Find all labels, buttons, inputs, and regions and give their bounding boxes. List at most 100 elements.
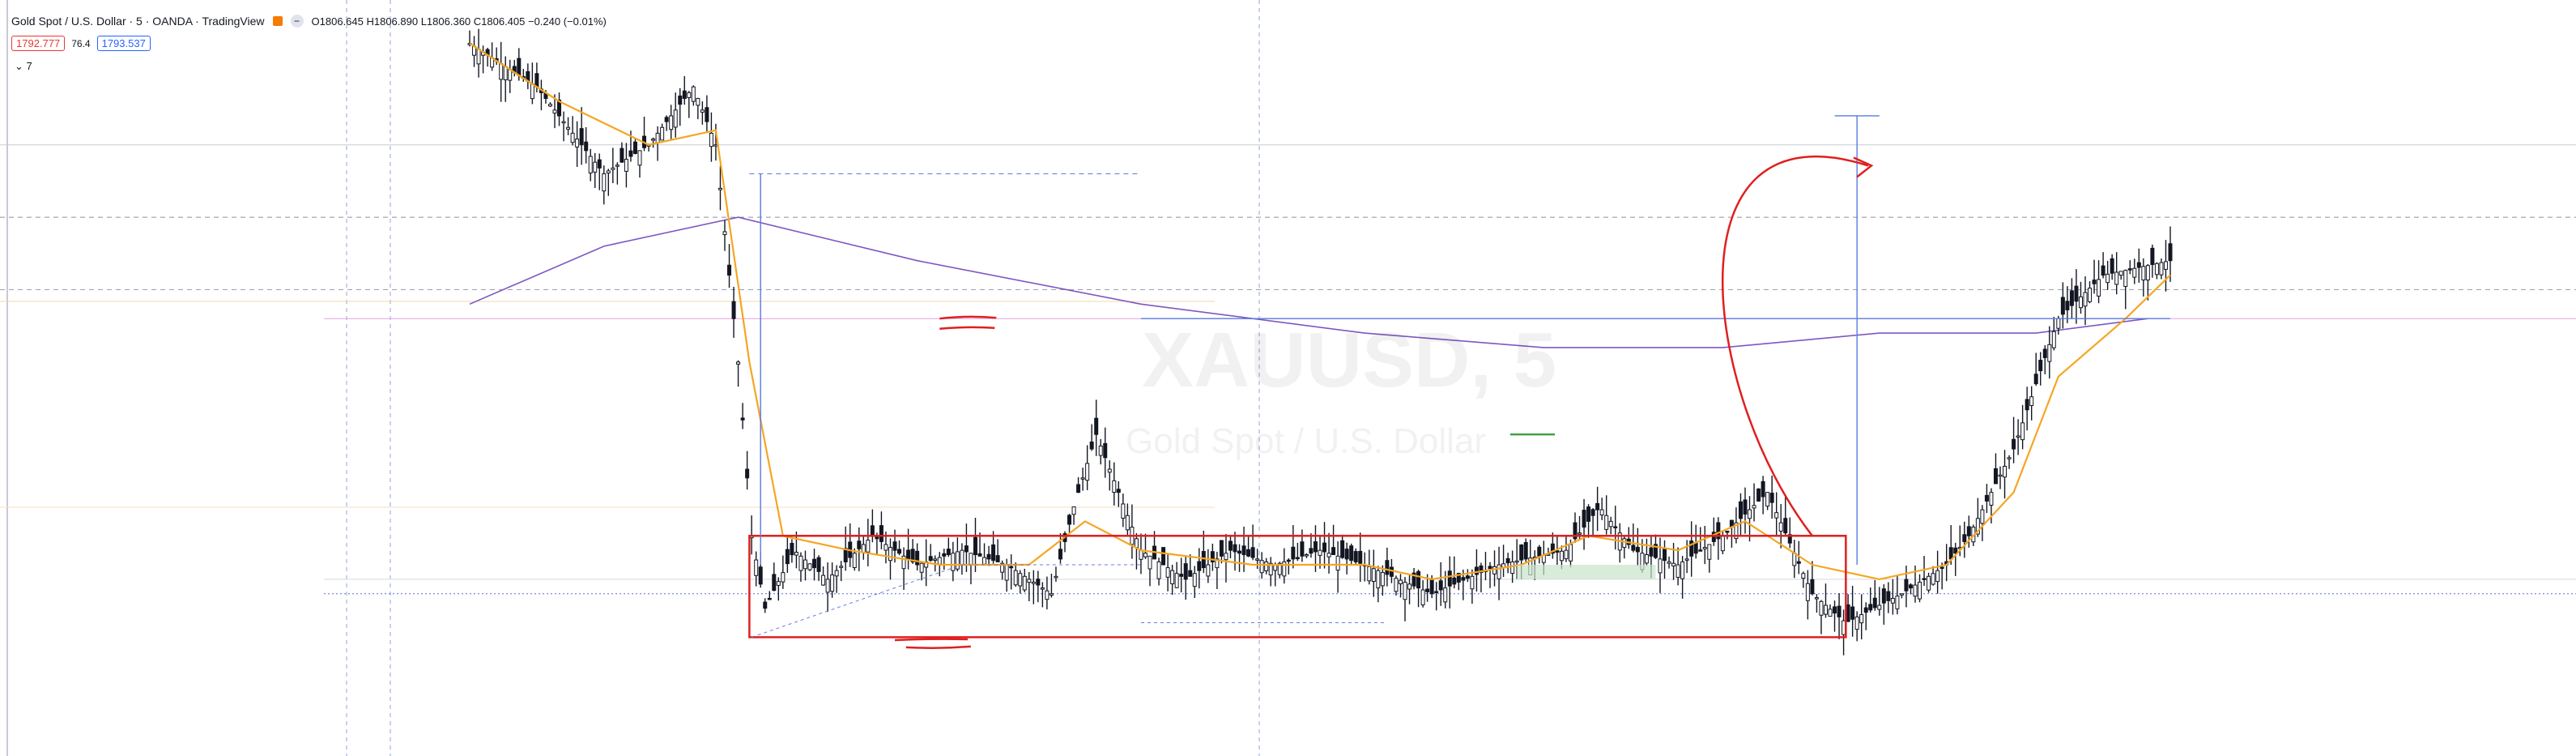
candle-body [946, 549, 951, 556]
candle-body [991, 544, 996, 562]
candle-body [1394, 578, 1399, 592]
candle-body [1174, 573, 1179, 588]
candle-body [969, 553, 973, 566]
candle-body [1653, 544, 1658, 558]
candle-body [566, 126, 571, 130]
candle-body [973, 536, 977, 556]
candle-body [1497, 564, 1501, 579]
candle-body [888, 547, 892, 562]
candle-body [830, 574, 835, 592]
candle-body [1461, 577, 1466, 581]
candle-body [1250, 547, 1255, 558]
candle-body [1313, 541, 1318, 553]
candle-body [2092, 280, 2097, 284]
candle-body [897, 549, 902, 554]
candle-body [2141, 266, 2146, 280]
candle-body [798, 555, 803, 571]
candle-body [1989, 492, 1994, 506]
candle-body [1819, 600, 1824, 616]
candle-body [1206, 564, 1211, 577]
candle-body [1890, 597, 1895, 604]
candle-body [1376, 570, 1381, 588]
candle-body [727, 264, 732, 276]
candle-body [1667, 561, 1671, 564]
candle-body [2056, 318, 2061, 329]
candle-body [1183, 563, 1188, 580]
candle-body [1488, 566, 1492, 570]
candle-body [1004, 564, 1009, 581]
candle-body [2069, 290, 2074, 306]
candle-body [1094, 417, 1099, 435]
candle-body [1407, 583, 1412, 590]
collapse-legend-button[interactable]: − [290, 15, 304, 28]
candle-body [901, 555, 906, 570]
candle-body [910, 549, 915, 562]
candle-body [928, 556, 933, 562]
candle-body [2163, 261, 2168, 270]
candle-body [1286, 559, 1291, 562]
candle-body [1318, 549, 1322, 556]
candle-body [1550, 543, 1555, 554]
candle-body [1842, 620, 1846, 635]
candle-body [942, 553, 947, 557]
candle-body [2012, 438, 2016, 450]
candle-body [2083, 292, 2088, 307]
candle-body [1752, 505, 1756, 509]
candle-body [1613, 526, 1618, 528]
candle-body [1403, 581, 1407, 600]
candle-body [1671, 562, 1676, 566]
candle-body [687, 92, 692, 98]
candle-body [1367, 566, 1372, 582]
candle-body [1931, 573, 1935, 585]
candle-body [937, 557, 942, 565]
candle-body [1201, 551, 1206, 569]
candle-body [1443, 587, 1448, 603]
candle-body [1868, 604, 1873, 611]
candle-body [1085, 463, 1090, 481]
candle-body [2020, 422, 2025, 441]
candle-body [758, 566, 763, 585]
candle-body [1761, 481, 1765, 498]
candle-body [2106, 273, 2110, 284]
candle-body [579, 128, 584, 146]
candle-body [1599, 509, 1604, 516]
candle-body [1161, 547, 1166, 566]
candle-body [1067, 515, 1072, 525]
candle-body [1470, 575, 1475, 590]
candle-body [1635, 546, 1640, 553]
watermark-symbol: XAUUSD, 5 [1142, 317, 1557, 404]
candle-body [1555, 550, 1560, 553]
candle-body [632, 141, 637, 154]
candle-body [1420, 589, 1425, 606]
indicators-toggle[interactable]: ⌄ 7 [15, 60, 32, 72]
candle-body [857, 540, 862, 549]
candle-body [1447, 570, 1452, 587]
candle-body [1604, 515, 1609, 530]
candle-body [602, 173, 607, 192]
candle-body [1765, 492, 1770, 507]
candle-body [879, 525, 884, 542]
swing-low-mark [894, 638, 969, 642]
candle-body [1774, 512, 1779, 519]
candle-body [678, 95, 683, 105]
candle-body [1192, 573, 1197, 587]
candle-body [628, 150, 633, 157]
candle-body [1658, 558, 1663, 574]
candle-body [1018, 573, 1023, 587]
candle-body [1371, 568, 1376, 583]
candle-body [1510, 561, 1515, 574]
candle-body [754, 559, 759, 576]
candle-body [1071, 506, 1076, 515]
watermark-description: Gold Spot / U.S. Dollar [1126, 421, 1487, 461]
buy-price-button[interactable]: 1793.537 [96, 36, 151, 51]
candle-body [1215, 558, 1220, 569]
sell-price-button[interactable]: 1792.777 [11, 36, 66, 51]
candle-body [977, 553, 982, 557]
candle-body [1582, 510, 1586, 528]
candle-body [1756, 488, 1761, 502]
candle-body [1277, 562, 1282, 575]
candle-body [1675, 564, 1680, 578]
sma-layer [469, 216, 2148, 348]
candle-body [1828, 609, 1833, 617]
